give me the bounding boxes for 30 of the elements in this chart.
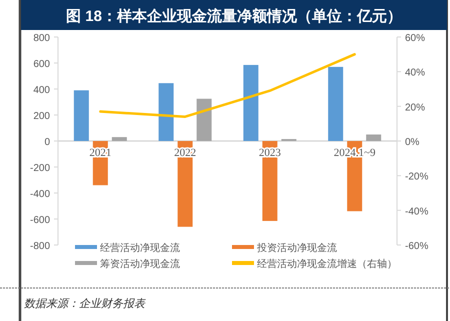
bar <box>112 137 127 141</box>
y-tick-label: -200 <box>30 163 50 174</box>
y2-tick-label: 60% <box>405 33 426 44</box>
bar <box>328 66 344 141</box>
bar <box>74 90 89 141</box>
y2-tick-label: -40% <box>405 206 428 218</box>
bar <box>366 134 382 141</box>
y2-tick-label: 0% <box>405 137 420 148</box>
y2-tick-label: 20% <box>405 102 426 114</box>
y-tick-label: -800 <box>30 241 50 252</box>
line-series <box>99 53 356 118</box>
source-note: 数据来源：企业财务报表 <box>24 297 146 310</box>
y-tick-label: 800 <box>33 33 50 44</box>
y-tick-label: 0 <box>44 137 50 148</box>
y-tick-label: 600 <box>33 59 50 70</box>
legend-label: 经营活动净现金流增速（右轴） <box>257 258 397 270</box>
legend-label: 投资活动净现金流 <box>256 242 337 254</box>
legend-label: 经营活动净现金流 <box>100 242 180 254</box>
y-tick-label: -400 <box>30 189 50 200</box>
y2-tick-label: -60% <box>405 241 428 252</box>
y-tick-label: 200 <box>33 111 50 122</box>
bar <box>158 83 174 141</box>
bar <box>196 98 212 141</box>
y-tick-label: -600 <box>30 215 50 226</box>
bar <box>243 64 258 141</box>
legend-label: 筹资活动净现金流 <box>100 258 180 270</box>
y2-tick-label: -20% <box>405 172 428 183</box>
y2-tick-label: 40% <box>405 68 426 79</box>
chart-title: 图 18：样本企业现金流量净额情况（单位：亿元） <box>66 7 402 25</box>
y-tick-label: 400 <box>33 85 50 96</box>
